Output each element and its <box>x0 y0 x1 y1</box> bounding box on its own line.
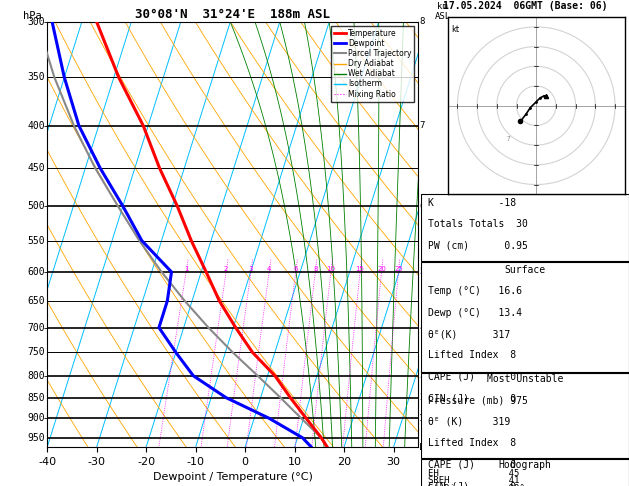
Text: km
ASL: km ASL <box>435 2 450 21</box>
Bar <box>421 373 629 458</box>
Text: 300: 300 <box>28 17 45 27</box>
Text: 7: 7 <box>419 121 425 130</box>
Text: 750: 750 <box>28 347 45 358</box>
Text: θᴱ (K)     319: θᴱ (K) 319 <box>428 417 510 427</box>
Text: 8: 8 <box>419 17 425 26</box>
Text: 4: 4 <box>267 266 271 272</box>
Text: 15: 15 <box>355 266 365 272</box>
Text: Most Unstable: Most Unstable <box>487 374 564 384</box>
Text: ?: ? <box>506 136 510 142</box>
Text: 1: 1 <box>419 414 425 423</box>
Text: Temp (°C)   16.6: Temp (°C) 16.6 <box>428 286 521 296</box>
X-axis label: Dewpoint / Temperature (°C): Dewpoint / Temperature (°C) <box>153 472 313 483</box>
Text: 1: 1 <box>184 266 188 272</box>
Bar <box>421 459 629 486</box>
Text: 2: 2 <box>419 393 425 402</box>
Text: Lifted Index  8: Lifted Index 8 <box>428 350 516 361</box>
Text: K           -18: K -18 <box>428 198 516 208</box>
Text: 3: 3 <box>419 371 425 380</box>
Text: 700: 700 <box>28 323 45 332</box>
Text: 350: 350 <box>28 72 45 83</box>
Text: Mixing Ratio (g/kg): Mixing Ratio (g/kg) <box>462 189 472 280</box>
Text: 2: 2 <box>224 266 228 272</box>
Text: CAPE (J)      0: CAPE (J) 0 <box>428 460 516 470</box>
Text: 6: 6 <box>419 202 425 210</box>
Text: CAPE (J)      0: CAPE (J) 0 <box>428 372 516 382</box>
Text: 20: 20 <box>377 266 386 272</box>
Text: Hodograph: Hodograph <box>499 460 552 470</box>
Text: hPa: hPa <box>23 11 42 21</box>
Text: 10: 10 <box>326 266 335 272</box>
Text: 900: 900 <box>28 413 45 423</box>
Text: 6: 6 <box>294 266 298 272</box>
Text: 17.05.2024  06GMT (Base: 06): 17.05.2024 06GMT (Base: 06) <box>443 1 608 12</box>
Text: 800: 800 <box>28 371 45 381</box>
Legend: Temperature, Dewpoint, Parcel Trajectory, Dry Adiabat, Wet Adiabat, Isotherm, Mi: Temperature, Dewpoint, Parcel Trajectory… <box>331 26 415 102</box>
Text: 400: 400 <box>28 121 45 131</box>
Text: Surface: Surface <box>504 265 546 275</box>
Text: 4: 4 <box>419 323 425 332</box>
Text: 600: 600 <box>28 267 45 277</box>
Text: StmDir         99°: StmDir 99° <box>428 484 525 486</box>
Text: 3: 3 <box>248 266 253 272</box>
Text: Pressure (mb) 975: Pressure (mb) 975 <box>428 396 528 406</box>
Text: kt: kt <box>452 25 460 34</box>
Bar <box>421 262 629 372</box>
Title: 30°08'N  31°24'E  188m ASL: 30°08'N 31°24'E 188m ASL <box>135 8 330 21</box>
Text: θᴱ(K)      317: θᴱ(K) 317 <box>428 329 510 339</box>
Text: LCL: LCL <box>419 443 435 451</box>
Text: PW (cm)      0.95: PW (cm) 0.95 <box>428 241 528 251</box>
Text: 650: 650 <box>28 296 45 306</box>
Text: Dewp (°C)   13.4: Dewp (°C) 13.4 <box>428 308 521 318</box>
Text: SREH           41: SREH 41 <box>428 476 519 486</box>
Text: 8: 8 <box>313 266 318 272</box>
Text: CIN (J)       0: CIN (J) 0 <box>428 481 516 486</box>
Text: 450: 450 <box>28 163 45 173</box>
Text: Lifted Index  8: Lifted Index 8 <box>428 438 516 449</box>
Text: 25: 25 <box>394 266 403 272</box>
Text: 5: 5 <box>419 267 425 277</box>
Text: 850: 850 <box>28 393 45 402</box>
Text: 500: 500 <box>28 201 45 211</box>
Bar <box>421 194 629 261</box>
Text: 950: 950 <box>28 433 45 443</box>
Text: EH             45: EH 45 <box>428 469 519 478</box>
Text: Totals Totals  30: Totals Totals 30 <box>428 219 528 229</box>
Text: CIN (J)       0: CIN (J) 0 <box>428 393 516 403</box>
Text: 550: 550 <box>28 236 45 245</box>
